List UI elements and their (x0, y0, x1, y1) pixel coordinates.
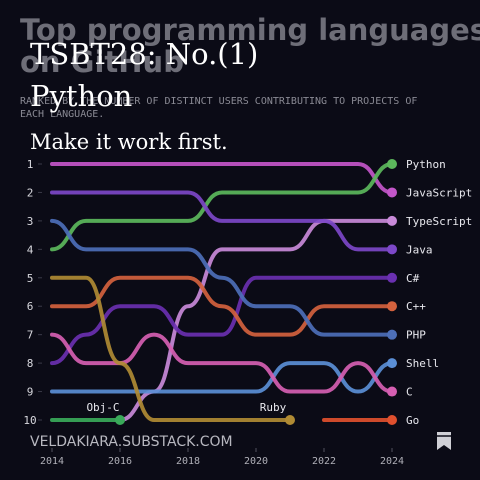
y-tick-label: 1 (27, 158, 34, 171)
series-end-dot (387, 386, 397, 397)
chart-title: on GitHub (20, 45, 184, 79)
legend-label: C# (406, 272, 420, 285)
x-tick-label: 2018 (176, 456, 200, 467)
legend-label: Go (406, 414, 419, 427)
legend-label: C (406, 386, 413, 399)
series-line (50, 275, 292, 423)
x-tick-label: 2020 (244, 456, 268, 467)
y-tick-label: 10 (23, 414, 36, 427)
series-line (50, 275, 394, 337)
chart-title: Top programming languages (20, 13, 480, 47)
legend-label: TypeScript (406, 215, 472, 228)
x-tick-label: 2024 (380, 456, 404, 467)
series-end-dot (387, 159, 397, 169)
legend-label: Shell (406, 357, 439, 370)
series-end-dot (285, 415, 295, 425)
overlay-tagline: Make it work first. (30, 130, 228, 154)
series-end-dot (387, 329, 397, 340)
x-tick-label: 2016 (108, 456, 132, 467)
series-line (50, 190, 394, 252)
legend-label: Obj-C (86, 401, 119, 414)
chart-subtitle: RANKED BY THE NUMBER OF DISTINCT USERS C… (20, 96, 417, 107)
footer: VELDAKIARA.SUBSTACK.COM (30, 434, 233, 450)
overlay-heading: TSBT28: No.(1) (30, 37, 258, 71)
legend-label: Ruby (260, 401, 287, 414)
series-end-dot (387, 415, 397, 425)
legend-label: Java (406, 243, 433, 256)
series-end-dot (387, 272, 397, 283)
series-end-dot (387, 187, 397, 198)
overlay-heading: Python (30, 79, 132, 113)
series-end-dot (387, 215, 397, 226)
series-line (50, 332, 394, 394)
y-tick-label: 2 (27, 186, 34, 199)
x-tick-label: 2022 (312, 456, 336, 467)
series-end-dot (387, 244, 397, 255)
y-tick-label: 3 (27, 215, 34, 228)
series-end-dot (387, 301, 397, 312)
series-line (50, 162, 394, 195)
legend-label: PHP (406, 329, 426, 342)
series-end-dot (115, 415, 125, 425)
series-line (50, 218, 394, 337)
y-tick-label: 6 (27, 300, 34, 313)
legend-label: Python (406, 158, 446, 171)
legend-label: C++ (406, 300, 426, 313)
legend-label: JavaScript (406, 186, 472, 199)
series-end-dot (387, 358, 397, 369)
series-line (50, 361, 394, 394)
x-tick-label: 2014 (40, 456, 64, 467)
y-tick-label: 5 (27, 272, 34, 285)
chart-subtitle: EACH LANGUAGE. (20, 109, 104, 120)
y-tick-label: 7 (27, 329, 34, 342)
y-tick-label: 8 (27, 357, 34, 370)
series-line (50, 162, 394, 252)
y-tick-label: 4 (27, 243, 34, 256)
y-tick-label: 9 (27, 386, 34, 399)
series-line (118, 218, 394, 422)
series-line (50, 275, 394, 366)
